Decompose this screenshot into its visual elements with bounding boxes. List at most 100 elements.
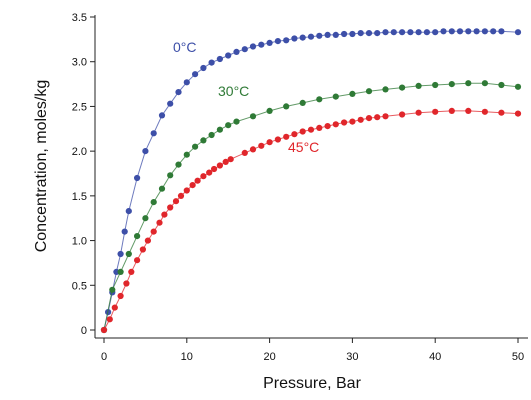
x-tick-label: 0 — [101, 351, 107, 363]
data-point — [456, 28, 464, 35]
series-line — [103, 82, 519, 331]
data-point — [158, 112, 166, 119]
label-group: 0°C 30°C 45°C — [173, 39, 319, 155]
series-group — [100, 28, 522, 334]
data-point — [144, 237, 151, 244]
data-point — [208, 131, 215, 139]
data-point — [432, 81, 439, 89]
data-point — [415, 82, 422, 89]
data-point — [106, 316, 113, 323]
x-tick-label: 50 — [512, 351, 524, 363]
data-point — [440, 28, 447, 35]
y-tick-label: 3.5 — [72, 12, 87, 24]
data-point — [125, 250, 132, 258]
data-point — [139, 246, 146, 253]
series-label: 30°C — [218, 83, 249, 99]
data-point — [514, 29, 522, 36]
y-tick-label: 0.5 — [72, 280, 87, 292]
data-point — [175, 89, 182, 96]
data-point — [465, 28, 472, 35]
data-point — [274, 136, 281, 143]
x-tick-label: 40 — [429, 351, 441, 363]
data-point — [357, 29, 364, 37]
data-point — [216, 55, 223, 63]
data-point — [514, 83, 522, 90]
data-point — [150, 228, 157, 235]
data-point — [225, 52, 232, 59]
data-point — [299, 128, 306, 135]
data-point — [283, 103, 290, 110]
data-point — [200, 137, 207, 144]
data-point — [283, 133, 290, 140]
data-point — [432, 108, 439, 115]
data-point — [117, 292, 124, 300]
y-tick-label: 1.5 — [72, 191, 87, 203]
series-1 — [100, 80, 522, 334]
data-point — [374, 29, 381, 37]
data-point — [175, 161, 182, 168]
data-point — [189, 182, 196, 189]
data-point — [233, 48, 240, 56]
data-point — [473, 28, 480, 35]
series-0 — [100, 28, 522, 334]
data-point — [374, 114, 381, 121]
data-point — [324, 123, 331, 130]
data-point — [249, 146, 257, 153]
data-point — [109, 286, 116, 293]
data-point — [249, 43, 257, 50]
data-point — [241, 149, 248, 156]
data-point — [316, 96, 323, 103]
data-point — [349, 118, 356, 125]
data-point — [365, 88, 373, 95]
data-point — [399, 29, 406, 36]
data-point — [183, 151, 190, 158]
data-point — [227, 156, 234, 163]
data-point — [481, 108, 488, 115]
data-point — [332, 31, 339, 38]
data-point — [158, 185, 166, 192]
data-point — [172, 198, 180, 205]
data-point — [233, 118, 240, 125]
data-point — [194, 177, 201, 184]
data-point — [283, 37, 290, 44]
data-point — [222, 158, 229, 165]
data-point — [134, 257, 141, 264]
data-point — [432, 29, 439, 36]
data-point — [465, 80, 472, 87]
data-point — [299, 99, 306, 106]
data-point — [200, 64, 207, 72]
data-point — [382, 29, 389, 36]
data-point — [156, 219, 163, 226]
data-point — [125, 208, 132, 215]
y-tick-label: 3.0 — [72, 57, 87, 69]
data-point — [448, 81, 455, 88]
data-point — [167, 172, 174, 179]
data-point — [498, 28, 505, 35]
series-line — [103, 30, 519, 331]
data-point — [183, 187, 190, 194]
data-point — [399, 84, 406, 91]
data-point — [349, 30, 356, 38]
data-point — [291, 35, 298, 42]
data-point — [307, 33, 315, 40]
data-point — [307, 126, 315, 133]
data-point — [216, 162, 223, 169]
data-point — [481, 80, 488, 87]
data-point — [423, 29, 430, 36]
data-point — [117, 250, 124, 258]
data-point — [211, 165, 218, 173]
data-point — [274, 38, 281, 45]
data-point — [111, 304, 118, 311]
data-point — [390, 29, 397, 36]
data-point — [150, 199, 157, 206]
y-tick-label: 2.5 — [72, 101, 87, 113]
data-point — [200, 173, 207, 180]
data-point — [100, 326, 108, 334]
data-point — [399, 111, 406, 118]
data-point — [382, 113, 389, 120]
data-point — [332, 93, 339, 100]
data-point — [142, 215, 149, 222]
data-point — [357, 116, 364, 123]
data-point — [415, 109, 422, 116]
